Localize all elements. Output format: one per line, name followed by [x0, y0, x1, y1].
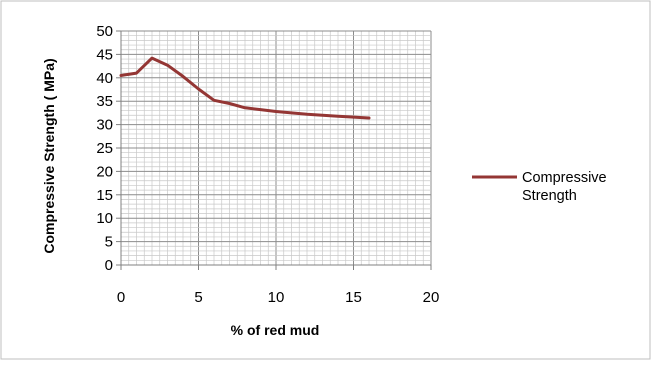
tick-labels: 0 5 10 15 20 25 30 35 40 45 50 0 5 10 15 20: [96, 23, 439, 306]
x-tick-label: 0: [117, 289, 125, 306]
x-tick-label: 5: [194, 289, 202, 306]
legend: Compressive Strength: [472, 170, 607, 204]
data-point: [119, 74, 123, 77]
data-point: [290, 111, 293, 115]
y-tick-label: 50: [96, 23, 113, 40]
data-point: [212, 99, 216, 102]
data-point: [135, 71, 138, 75]
y-tick-label: 35: [96, 93, 113, 110]
y-tick-label: 30: [96, 117, 113, 134]
data-point: [305, 113, 309, 116]
y-tick-label: 15: [96, 187, 113, 204]
x-axis-label: % of red mud: [231, 322, 320, 338]
data-point: [197, 87, 200, 91]
y-tick-label: 0: [105, 257, 113, 274]
y-tick-label: 20: [96, 163, 113, 180]
x-tick-label: 10: [268, 289, 285, 306]
data-point: [274, 110, 278, 113]
y-tick-label: 10: [96, 210, 113, 227]
data-point: [336, 114, 340, 118]
y-tick-label: 5: [105, 234, 113, 251]
x-tick-label: 20: [423, 289, 440, 306]
data-point: [259, 108, 262, 111]
x-tick-label: 15: [345, 289, 362, 306]
legend-label-line: Strength: [522, 188, 577, 204]
y-tick-label: 45: [96, 46, 113, 63]
legend-label-line: Compressive: [522, 170, 607, 186]
legend-label: Compressive Strength: [522, 170, 607, 204]
data-point: [228, 102, 231, 105]
data-point: [166, 63, 169, 67]
y-axis-label: Compressive Strength ( MPa): [41, 58, 57, 253]
axes: [116, 30, 432, 270]
data-point: [367, 116, 371, 120]
data-point: [181, 75, 185, 78]
data-point: [243, 106, 247, 109]
data-point: [321, 114, 324, 117]
data-point: [150, 56, 154, 60]
series-layer: [119, 56, 371, 120]
y-tick-label: 25: [96, 140, 113, 157]
data-point: [352, 115, 355, 119]
y-tick-label: 40: [96, 70, 113, 87]
